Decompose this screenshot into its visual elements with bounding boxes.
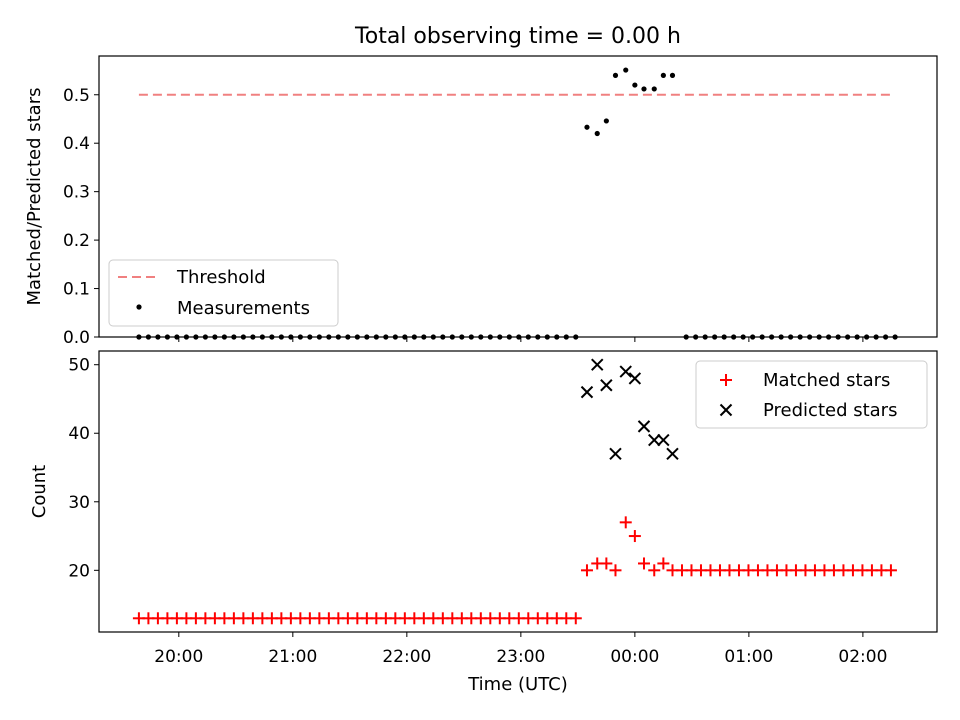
- measurement-point: [632, 82, 638, 88]
- x-marker-b: [719, 403, 733, 417]
- y-tick-label: 0.5: [63, 86, 90, 106]
- x-marker-b: [609, 447, 622, 461]
- legend-matched-label: Matched stars: [763, 370, 890, 391]
- x-tick-label: 21:00: [268, 647, 317, 667]
- x-axis-label: Time (UTC): [467, 674, 568, 695]
- legend-measurements-swatch: [136, 304, 142, 310]
- matched-star-point: [569, 612, 582, 625]
- legend-box: [695, 360, 928, 429]
- predicted-star-point: [619, 365, 632, 378]
- predicted-star-point: [657, 433, 670, 447]
- x-tick-label: 02:00: [838, 647, 887, 667]
- legend-measurements-label: Measurements: [177, 298, 310, 319]
- measurement-point: [623, 67, 629, 73]
- y-axis-label: Count: [29, 465, 50, 518]
- matched-star-point: [657, 557, 670, 570]
- y-tick-label: 0.1: [63, 280, 90, 300]
- predicted-star-point: [609, 447, 622, 461]
- predicted-star-point: [666, 447, 679, 461]
- measurement-point: [612, 72, 619, 78]
- x-marker-b: [657, 433, 670, 447]
- y-tick-label: 0.4: [63, 134, 90, 154]
- axes-frame: [98, 350, 938, 633]
- x-marker-b: [619, 365, 632, 378]
- measurement-point: [584, 124, 590, 130]
- matched-star-point: [884, 564, 897, 577]
- predicted-star-point: [628, 372, 642, 385]
- matched-star-point: [628, 530, 641, 543]
- predicted-star-point: [591, 358, 604, 371]
- measurement-point: [641, 86, 647, 92]
- x-tick-label: 23:00: [496, 647, 545, 667]
- y-tick-label: 40: [68, 424, 90, 444]
- legend-predicted-swatch: [719, 403, 733, 417]
- measurement-point: [594, 130, 600, 137]
- y-tick-label: 30: [68, 493, 90, 513]
- measurement-point: [603, 118, 609, 124]
- legend-matched-swatch: [720, 374, 732, 386]
- x-marker-b: [628, 372, 642, 385]
- chart-title: Total observing time = 0.00 h: [354, 24, 681, 49]
- x-marker-b: [637, 420, 651, 433]
- y-tick-label: 0.0: [63, 328, 90, 348]
- measurement-point: [660, 72, 666, 78]
- legend-predicted-label: Predicted stars: [763, 400, 897, 421]
- y-tick-label: 0.3: [63, 183, 90, 203]
- legend-threshold-label: Threshold: [176, 267, 266, 288]
- x-marker-b: [600, 379, 613, 392]
- x-tick-label: 00:00: [610, 647, 659, 667]
- upper-axes: 0.0 0.1 0.2 0.3 0.4 0.5 Matched/Predicted star…: [24, 55, 938, 348]
- axes-frame: [98, 55, 938, 338]
- predicted-star-point: [648, 433, 661, 447]
- x-marker-b: [666, 447, 679, 461]
- x-marker-b: [580, 385, 594, 399]
- predicted-star-point: [637, 420, 651, 433]
- y-tick-label: 0.2: [63, 231, 90, 251]
- legend-box: [108, 259, 339, 327]
- matched-star-point: [619, 516, 632, 529]
- matched-star-point: [580, 564, 593, 577]
- y-axis-label: Matched/Predicted stars: [24, 88, 45, 306]
- matched-star-point: [648, 564, 661, 577]
- x-tick-label: 20:00: [154, 647, 203, 667]
- x-tick-label: 22:00: [382, 647, 431, 667]
- x-marker-b: [591, 358, 604, 371]
- y-tick-label: 50: [68, 356, 90, 376]
- measurement-point: [651, 86, 657, 92]
- y-tick-label: 20: [68, 561, 90, 581]
- legend: Matched stars Predicted stars: [695, 360, 928, 429]
- x-tick-label: 01:00: [724, 647, 773, 667]
- matched-star-point: [637, 557, 650, 570]
- matched-star-point: [600, 557, 613, 570]
- lower-axes: 20 30 40 50 20:00 21:00 22:00 23:00 00:00 01:00 02…: [29, 350, 938, 667]
- x-marker-b: [648, 433, 661, 447]
- measurement-point: [669, 72, 676, 78]
- predicted-star-point: [600, 379, 613, 392]
- legend: Threshold Measurements: [108, 259, 339, 327]
- matched-star-point: [609, 564, 622, 577]
- predicted-star-point: [580, 385, 594, 399]
